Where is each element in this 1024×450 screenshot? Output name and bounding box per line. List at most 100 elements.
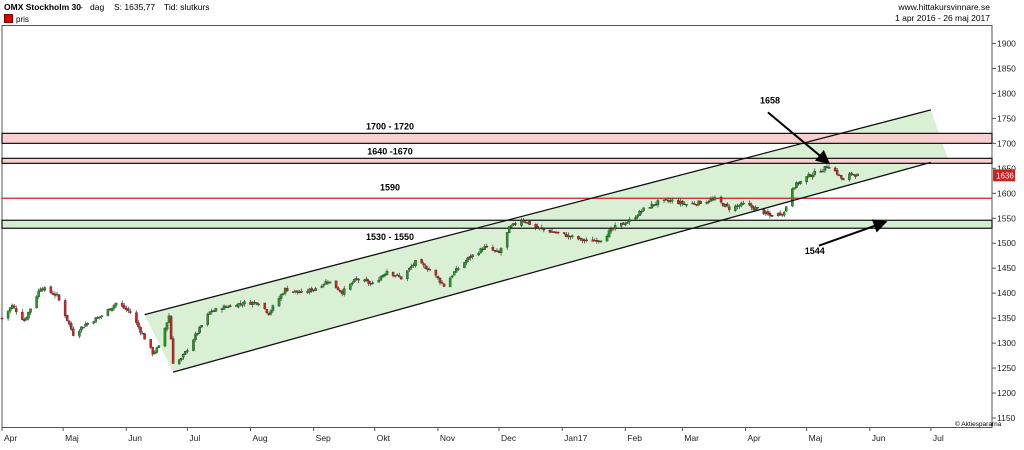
candle-body: [666, 200, 670, 202]
y-tick-label: 1250: [997, 363, 1016, 373]
candle-body: [725, 203, 729, 207]
x-tick-label: Sep: [316, 433, 331, 443]
candle-body: [699, 201, 702, 204]
candle-body: [727, 206, 731, 210]
candle-body: [55, 293, 59, 296]
candle-body: [400, 276, 403, 280]
candle-body: [312, 289, 315, 292]
candle-body: [723, 204, 727, 208]
candle-body: [163, 328, 167, 347]
candle-body: [57, 294, 61, 301]
x-tick-label: Nov: [440, 433, 456, 443]
chart-header: OMX Stockholm 30 - dag S: 1635,77 Tid: s…: [0, 0, 1024, 14]
candle-body: [186, 350, 189, 352]
candle-body: [194, 333, 197, 340]
candle-body: [27, 311, 30, 319]
header-separator: -: [80, 2, 83, 12]
candle-body: [457, 268, 460, 270]
candle-body: [122, 305, 126, 309]
candle-body: [15, 308, 18, 313]
candle-body: [711, 198, 715, 201]
candle-body: [850, 172, 853, 175]
candle-body: [351, 282, 354, 285]
candle-body: [493, 250, 497, 252]
candle-body: [180, 358, 183, 360]
candle-body: [226, 306, 230, 308]
candle-body: [577, 236, 580, 240]
candle-body: [842, 178, 845, 181]
candle-body: [98, 316, 102, 318]
candle-body: [192, 339, 195, 351]
candle-body: [296, 290, 299, 293]
candle-body: [668, 200, 672, 202]
y-tick-label: 1450: [997, 263, 1016, 273]
candle-body: [63, 300, 67, 317]
zone-label: 1530 - 1550: [366, 232, 414, 242]
candle-body: [797, 182, 800, 185]
candle-body: [92, 321, 95, 324]
candle-body: [740, 202, 743, 206]
candle-body: [424, 265, 427, 269]
candle-body: [243, 301, 246, 305]
candle-body: [84, 323, 87, 327]
candle-body: [697, 200, 700, 206]
x-tick-label: Maj: [65, 433, 79, 443]
candle-body: [426, 267, 429, 270]
source-url[interactable]: www.hittakursvinnare.se: [898, 2, 990, 12]
candle-body: [799, 180, 802, 184]
candle-body: [848, 173, 851, 180]
instrument-name: OMX Stockholm 30: [4, 2, 81, 12]
x-tick-label: Dec: [501, 433, 517, 443]
candle-body: [383, 273, 387, 276]
candle-body: [693, 203, 696, 205]
zone-resistance: [1, 132, 993, 144]
candle-body: [471, 254, 474, 258]
candle-body: [713, 197, 717, 200]
candle-body: [626, 222, 629, 224]
candle-body: [756, 206, 759, 209]
candle-body: [463, 262, 466, 268]
last-price-label: 1636: [996, 171, 1014, 180]
candle-body: [622, 222, 625, 225]
candle-body: [41, 288, 44, 291]
candle-body: [597, 240, 601, 242]
candle-body: [650, 203, 654, 209]
candle-body: [8, 307, 12, 312]
candle-body: [599, 240, 603, 243]
candle-body: [483, 245, 487, 250]
candle-body: [762, 208, 766, 215]
candle-body: [334, 280, 338, 289]
candle-body: [770, 215, 774, 217]
candle-body: [397, 275, 401, 277]
y-tick-label: 1700: [997, 138, 1016, 148]
candle-body: [35, 296, 38, 309]
candle-body: [819, 170, 823, 173]
annotation-label: 1544: [805, 246, 825, 256]
candle-body: [707, 201, 711, 203]
candle-body: [638, 210, 641, 216]
x-tick-label: Maj: [809, 433, 823, 443]
x-tick-label: Mar: [684, 433, 699, 443]
y-tick-label: 1850: [997, 63, 1016, 73]
candle-body: [591, 239, 594, 242]
candle-body: [43, 287, 47, 291]
candle-body: [705, 202, 709, 204]
candle-body: [583, 239, 586, 242]
candle-body: [528, 221, 531, 225]
candle-body: [609, 228, 613, 232]
candle-body: [522, 219, 525, 222]
candle-body: [271, 305, 275, 311]
candle-body: [251, 301, 254, 305]
candle-body: [452, 271, 456, 276]
candle-body: [827, 167, 831, 169]
candle-body: [524, 221, 527, 224]
candle-body: [520, 219, 523, 226]
candle-body: [436, 276, 440, 279]
last-close-value: S: 1635,77: [114, 2, 156, 12]
candle-body: [766, 211, 770, 215]
candle-body: [342, 288, 346, 295]
candle-body: [742, 202, 745, 205]
legend-label: pris: [16, 15, 29, 24]
candle-body: [795, 182, 798, 188]
candle-body: [265, 309, 269, 313]
